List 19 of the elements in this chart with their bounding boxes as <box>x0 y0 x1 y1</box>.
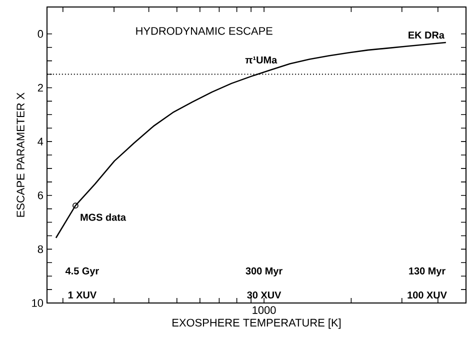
annotation: HYDRODYNAMIC ESCAPE <box>136 27 272 35</box>
annotation: 4.5 Gyr <box>65 267 99 276</box>
annotation: 130 Myr <box>409 267 446 276</box>
y-tick-label: 4 <box>38 138 44 146</box>
y-tick-label: 2 <box>38 84 43 92</box>
y-tick-label: 8 <box>38 245 43 254</box>
y-tick-label: 6 <box>38 192 43 200</box>
y-axis-title: ESCAPE PARAMETER X <box>16 92 24 217</box>
annotation: 300 Myr <box>246 267 282 276</box>
annotation: MGS data <box>80 214 126 221</box>
text: 1000 <box>252 306 276 314</box>
annotation: EK DRa <box>408 32 445 39</box>
annotation: 30 XUV <box>247 291 282 299</box>
y-tick-label: 10 <box>32 299 44 307</box>
annotation: π¹UMa <box>245 56 278 64</box>
annotation: 100 XUV <box>408 291 447 299</box>
x-axis-title: EXOSPHERE TEMPERATURE [K] <box>172 318 341 329</box>
y-tick-label: 0 <box>38 30 44 38</box>
annotation: 1 XUV <box>68 292 97 298</box>
